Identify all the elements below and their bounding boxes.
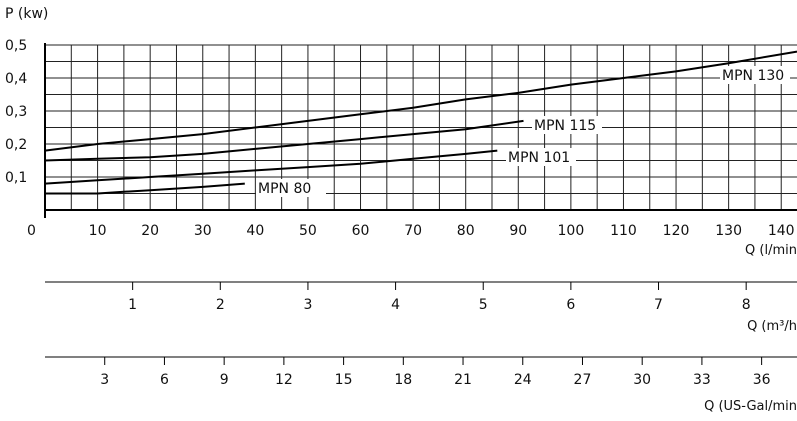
y-tick-label: 0,2 [5,137,27,153]
secondary-tick-label: 2 [216,297,225,313]
secondary-tick-label: 12 [275,372,293,388]
x-tick-label: 140 [768,223,795,239]
series-label: MPN 115 [534,118,596,134]
secondary-tick-label: 1 [128,297,137,313]
secondary-tick-label: 18 [394,372,412,388]
secondary-axis-label: Q (m³/h [747,319,797,334]
y-tick-label: 0,5 [5,38,27,54]
x-tick-label: 50 [299,223,317,239]
secondary-tick-label: 7 [654,297,663,313]
secondary-tick-label: 9 [220,372,229,388]
secondary-tick-label: 27 [574,372,592,388]
secondary-tick-label: 3 [303,297,312,313]
secondary-tick-label: 33 [693,372,711,388]
x-tick-label: 60 [352,223,370,239]
secondary-tick-label: 36 [753,372,771,388]
y-tick-label: 0,1 [5,170,27,186]
x-tick-label: 100 [558,223,585,239]
series-line [44,119,524,162]
y-tick-label: 0,4 [5,71,27,87]
series-line [44,149,498,185]
secondary-tick-label: 3 [100,372,109,388]
series-label-bg [256,179,326,197]
secondary-tick-label: 5 [479,297,488,313]
x-tick-label: 90 [509,223,527,239]
secondary-tick-label: 4 [391,297,400,313]
x-tick-label: 120 [663,223,690,239]
series-label: MPN 80 [258,181,311,197]
grid [45,44,797,210]
secondary-tick-label: 21 [454,372,472,388]
secondary-tick-label: 6 [566,297,575,313]
series-line [44,50,797,152]
x-tick-label: 70 [404,223,422,239]
secondary-tick-label: 6 [160,372,169,388]
secondary-tick-label: 8 [742,297,751,313]
series-label-bg [532,116,602,134]
series-label-bg [506,148,576,166]
secondary-tick-label: 24 [514,372,532,388]
x-tick-label: 40 [246,223,264,239]
x-tick-label: 80 [457,223,475,239]
x-tick-label: 110 [610,223,637,239]
secondary-axis-label: Q (US-Gal/min [704,399,797,414]
labels: MPN 130 MPN 115 MPN 101 MPN 80 [256,66,790,197]
series-lines [44,50,797,195]
secondary-tick-label: 15 [335,372,353,388]
secondary-tick-label: 30 [633,372,651,388]
x-tick-label: 20 [141,223,159,239]
x-tick-label: 130 [715,223,742,239]
secondary-axes: 1 2 3 4 5 6 7 8Q (m³/h3 6 9 12 15 18 21 24 27 30 33 36Q (U… [45,281,797,414]
series-label: MPN 101 [508,150,570,166]
series-line [45,182,245,195]
series-label: MPN 130 [722,68,784,84]
x-tick-label: 10 [89,223,107,239]
axes: 0,1 0,2 0,3 0,4 0,5 P (kw) 0 10 20 30 40 50 60 70 80 90… [5,6,797,258]
y-axis-label: P (kw) [5,6,48,22]
x-tick-label: 30 [194,223,212,239]
x-axis-label: Q (l/min [745,243,797,258]
x-tick-label: 0 [27,223,36,239]
y-tick-label: 0,3 [5,104,27,120]
series-label-bg [720,66,790,84]
